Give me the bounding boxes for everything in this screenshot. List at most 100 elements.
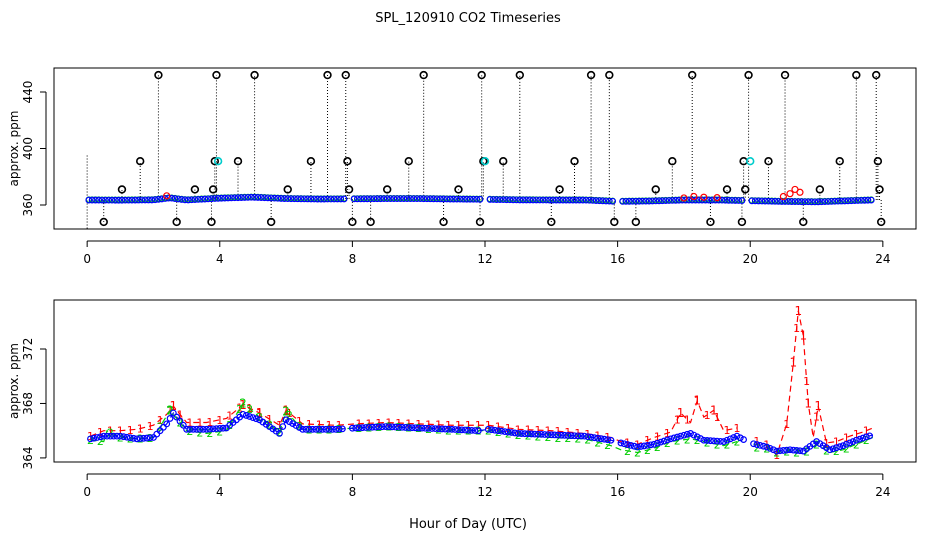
- series-3-point: [726, 435, 734, 443]
- series-3-point: [352, 424, 360, 432]
- series-3-point: [445, 425, 452, 433]
- series-3-point: [753, 441, 761, 448]
- series-3-point: [421, 424, 429, 432]
- series-3-point: [355, 424, 363, 432]
- series-2-marker: 2: [634, 446, 641, 459]
- baseline-point-blue: [407, 195, 414, 203]
- baseline-point-blue: [380, 195, 388, 203]
- series-1-marker: 1: [465, 419, 472, 432]
- baseline-point-blue: [158, 195, 166, 203]
- series-3-point: [574, 432, 582, 440]
- baseline-point-blue: [801, 198, 809, 206]
- series-3-point: [677, 432, 685, 440]
- baseline-point-blue: [506, 196, 514, 204]
- series-1-marker: 1: [455, 419, 462, 432]
- series-1-marker: 1: [813, 411, 820, 424]
- baseline-point-blue: [748, 197, 756, 205]
- series-3-point: [826, 446, 834, 454]
- flagged-point: [154, 70, 163, 80]
- baseline-point-blue: [101, 196, 109, 204]
- flagged-point: [343, 157, 352, 166]
- series-1-marker: 1: [495, 421, 502, 434]
- series-3-point: [839, 442, 847, 450]
- series-3-point: [468, 426, 476, 434]
- series-3-point: [113, 432, 121, 440]
- series-2-marker: 2: [753, 442, 760, 455]
- baseline-point-blue: [214, 194, 222, 202]
- series-3-point: [199, 425, 207, 433]
- baseline-point-blue: [821, 198, 829, 206]
- baseline-point-blue: [254, 194, 262, 201]
- series-1-marker: 1: [206, 416, 213, 429]
- series-3-point: [362, 424, 370, 431]
- series-1-marker: 1: [823, 437, 830, 450]
- baseline-point-blue: [118, 196, 126, 204]
- baseline-point-blue: [300, 195, 308, 203]
- bottom-x-tick-label: 4: [216, 485, 224, 499]
- series-1-marker: 1: [336, 419, 343, 432]
- baseline-point-blue: [582, 196, 590, 204]
- series-3-point: [315, 425, 323, 433]
- series-1-marker: 1: [216, 414, 223, 427]
- flagged-point: [136, 157, 145, 166]
- series-2-marker: 2: [724, 439, 731, 452]
- series-3-point: [348, 424, 356, 432]
- flagged-point: [190, 185, 200, 194]
- series-2-marker: 2: [863, 434, 870, 447]
- cyan-point: [746, 157, 755, 166]
- baseline-point-blue: [828, 197, 835, 205]
- baseline-point-blue: [572, 196, 580, 204]
- series-2-marker: 2: [176, 417, 183, 430]
- baseline-point-blue: [393, 195, 401, 203]
- series-3-point: [183, 425, 191, 433]
- series-3-point: [488, 426, 496, 434]
- series-1-marker: 1: [435, 419, 442, 432]
- series-3-point: [551, 431, 559, 439]
- series-3-point: [368, 423, 376, 431]
- chart-title: SPL_120910 CO2 Timeseries: [375, 11, 561, 26]
- baseline-point-blue: [304, 195, 312, 203]
- series-1-marker: 1: [724, 424, 731, 437]
- baseline-point-blue: [403, 195, 411, 203]
- series-2-marker: 2: [226, 419, 233, 432]
- flagged-point: [605, 70, 614, 80]
- baseline-point-red: [690, 192, 698, 201]
- baseline-point-blue: [509, 196, 517, 204]
- series-1-marker: 1: [157, 414, 164, 427]
- flagged-point: [172, 217, 181, 227]
- series-1-marker: 1: [256, 407, 263, 420]
- baseline-point-blue: [818, 198, 825, 206]
- series-1-marker: 1: [535, 424, 542, 437]
- series-3-point: [332, 425, 340, 433]
- series-3-point: [760, 442, 767, 450]
- flagged-point: [212, 70, 221, 80]
- series-3-point: [335, 425, 343, 433]
- series-2-marker: 2: [216, 426, 223, 439]
- series-3-point: [528, 430, 535, 438]
- baseline-point-blue: [377, 195, 384, 203]
- series-3-point: [279, 423, 287, 431]
- baseline-point-red: [700, 193, 708, 201]
- series-1-peak-marker: 1: [693, 394, 701, 408]
- series-3-point: [829, 445, 837, 453]
- baseline-point-blue: [360, 195, 368, 203]
- baseline-point-blue: [791, 198, 799, 206]
- series-3-point: [498, 427, 505, 435]
- series-3-point: [116, 432, 124, 440]
- flagged-point: [266, 217, 276, 227]
- series-1-peak-marker: 1: [677, 406, 685, 420]
- baseline-point-blue: [463, 195, 471, 203]
- baseline-point-blue: [814, 198, 822, 206]
- baseline-point-blue: [204, 195, 212, 203]
- baseline-point-blue: [174, 195, 182, 203]
- baseline-point-blue: [440, 195, 447, 203]
- baseline-point-red: [713, 194, 721, 202]
- series-1-marker: 1: [773, 449, 780, 462]
- series-3-point: [690, 431, 698, 439]
- flagged-point: [668, 157, 677, 166]
- bottom-x-tick-label: 16: [610, 485, 625, 499]
- series-1-marker: 1: [306, 418, 313, 431]
- baseline-point-blue: [761, 197, 769, 205]
- series-3-point: [491, 426, 499, 434]
- series-2-marker: 2: [435, 424, 442, 437]
